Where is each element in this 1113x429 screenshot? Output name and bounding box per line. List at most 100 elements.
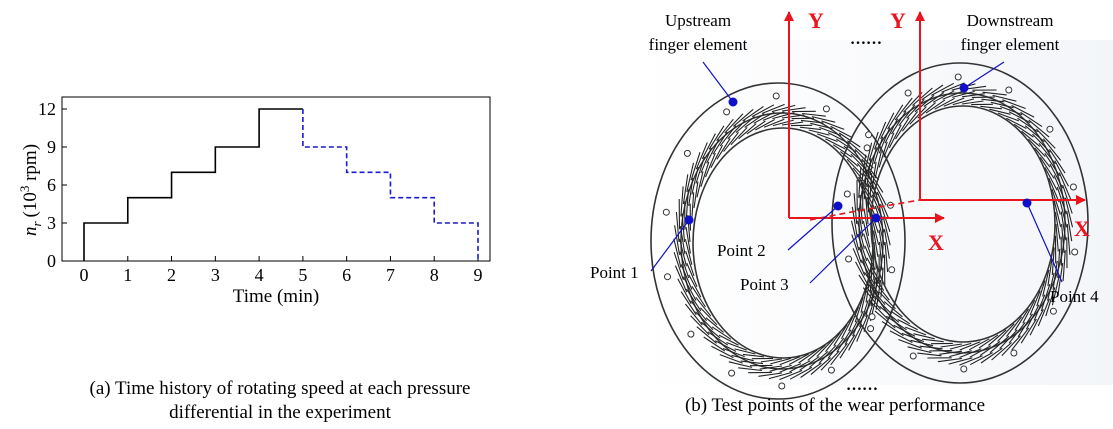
finger-segment (802, 112, 826, 117)
finger-segment (891, 110, 907, 135)
bolt-hole (664, 273, 671, 281)
finger-segment (939, 350, 963, 355)
y-axis-subscript: r (29, 221, 44, 227)
downstream-x-label: X (1074, 216, 1090, 241)
finger-segment (788, 353, 809, 365)
downstream-ring (831, 62, 1089, 384)
finger-segment (740, 360, 764, 365)
finger-segment (889, 330, 913, 343)
finger-segment (1054, 212, 1061, 240)
finger-segment (711, 326, 732, 340)
finger-segment (898, 104, 916, 127)
x-tick-label: 7 (386, 265, 395, 285)
downstream-label-line2: finger element (961, 35, 1060, 54)
upstream-x-label: X (928, 230, 944, 255)
finger-segment (722, 347, 745, 358)
finger-segment (1036, 128, 1056, 149)
finger-segment (679, 251, 690, 279)
downstream-coordinate-axes: Y X (890, 8, 1090, 241)
finger-segment (723, 131, 739, 152)
finger-segment (724, 113, 744, 134)
finger-segment (848, 306, 860, 332)
finger-segment (710, 144, 723, 169)
finger-segment (901, 332, 925, 343)
finger-segment (1011, 105, 1035, 118)
finger-segment (744, 113, 765, 128)
finger-segment (1052, 260, 1058, 290)
finger-segment (779, 356, 801, 366)
finger-segment (990, 101, 1014, 109)
bolt-hole (954, 73, 962, 81)
finger-segment (673, 252, 684, 281)
finger-segment (882, 216, 891, 246)
x-tick-label: 6 (342, 265, 351, 285)
finger-segment (684, 238, 693, 265)
finger-segment (830, 125, 853, 139)
finger-segment (733, 108, 754, 127)
finger-segment (1036, 280, 1046, 307)
finger-segment (1006, 316, 1023, 337)
finger-segment (688, 274, 702, 298)
finger-segment (701, 133, 716, 160)
finger-segment (869, 172, 873, 201)
finger-segment (863, 169, 867, 200)
finger-segment (869, 269, 885, 292)
finger-segment (844, 320, 858, 345)
finger-segment (1025, 304, 1040, 330)
finger-segment (696, 326, 717, 344)
finger-segment (1061, 223, 1065, 254)
finger-segment (871, 161, 877, 190)
finger-segment (878, 127, 891, 154)
speed-down-series (302, 109, 479, 261)
finger-segment (675, 211, 680, 243)
bolt-hole (888, 266, 896, 274)
finger-segment (1028, 119, 1050, 138)
bolt-hole (728, 369, 736, 377)
finger-segment (827, 132, 850, 144)
finger-segment (860, 259, 875, 285)
finger-segment (852, 310, 864, 337)
finger-segment (760, 358, 783, 363)
finger-segment (1053, 200, 1062, 228)
finger-segment (742, 353, 765, 358)
finger-segment (969, 345, 992, 358)
finger-segment (673, 238, 682, 268)
finger-segment (877, 217, 885, 246)
finger-segment (982, 91, 1007, 96)
finger-segment (738, 367, 762, 372)
finger-segment (969, 338, 990, 351)
finger-segment (874, 310, 896, 329)
finger-segment (691, 192, 695, 220)
finger-segment (798, 349, 818, 364)
finger-segment (856, 220, 865, 249)
finger-segment (949, 350, 972, 358)
finger-segment (738, 123, 757, 140)
upstream-coordinate-axes: Y X (784, 8, 945, 255)
finger-segment (1034, 147, 1051, 168)
finger-segment (991, 342, 1012, 361)
finger-segment (695, 296, 712, 317)
finger-segment (714, 340, 737, 352)
x-axis-label: Time (min) (233, 286, 319, 307)
finger-segment (755, 119, 776, 131)
finger-segment (703, 336, 726, 352)
finger-segment (800, 119, 824, 124)
y-axis-symbol: n (20, 227, 41, 237)
finger-segment (1020, 318, 1037, 344)
point1-label: Point 1 (590, 263, 639, 282)
finger-segment (700, 321, 721, 339)
finger-segment (685, 250, 695, 277)
offset-dashed-link (809, 199, 921, 221)
finger-segment (695, 311, 714, 331)
bolt-hole (827, 366, 835, 374)
upstream-marker (728, 97, 738, 107)
finger-segment (706, 139, 720, 164)
finger-segment (761, 103, 785, 115)
finger-segment (712, 131, 728, 155)
diagram-background (640, 40, 1113, 385)
finger-segment (931, 82, 955, 96)
test-points (684, 83, 1032, 225)
finger-segment (999, 329, 1018, 349)
